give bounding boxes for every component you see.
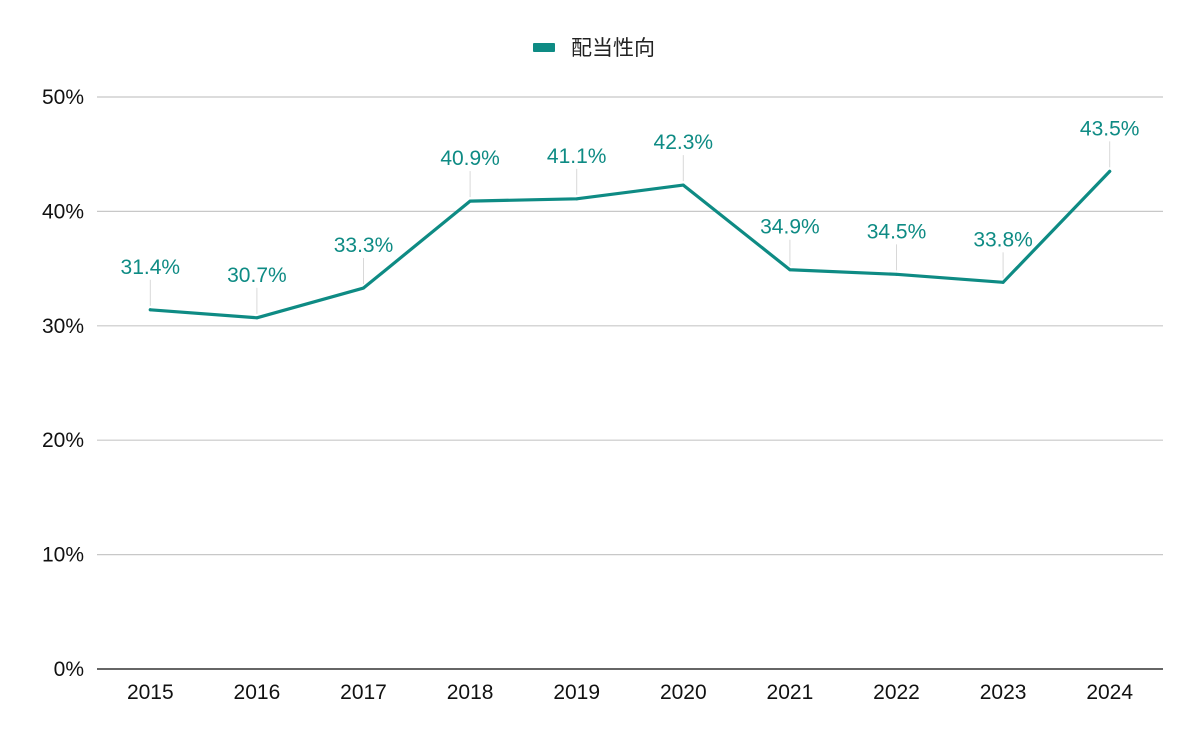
y-tick-label: 50% <box>42 86 84 109</box>
data-label: 40.9% <box>440 147 500 170</box>
label-leaders <box>149 141 1111 314</box>
data-label: 34.9% <box>760 216 820 239</box>
data-label: 31.4% <box>121 256 181 279</box>
data-label: 41.1% <box>547 145 607 168</box>
series-lines <box>148 169 1112 320</box>
data-labels: 31.4% 30.7% 33.3% 40.9% 41.1% 42.3% 34.9% 34.5%… <box>121 117 1140 286</box>
data-label: 33.3% <box>334 234 394 257</box>
x-tick-label: 2018 <box>447 681 494 704</box>
data-label: 34.5% <box>867 220 927 243</box>
x-tick-label: 2016 <box>234 681 281 704</box>
gridlines <box>97 96 1163 670</box>
x-tick-label: 2020 <box>660 681 707 704</box>
y-tick-label: 20% <box>42 429 84 452</box>
data-point <box>362 286 365 290</box>
x-axis-ticks: 2015 2016 2017 2018 2019 2020 2021 2022 2023 2024 <box>127 681 1133 704</box>
y-tick-label: 10% <box>42 544 84 567</box>
x-tick-label: 2023 <box>980 681 1027 704</box>
x-tick-label: 2024 <box>1086 681 1133 704</box>
data-point <box>148 308 152 312</box>
data-label: 43.5% <box>1080 117 1140 140</box>
data-point <box>681 183 685 187</box>
legend-label: 配当性向 <box>571 37 655 60</box>
legend-swatch <box>533 43 555 52</box>
data-point <box>788 268 792 272</box>
x-tick-label: 2017 <box>340 681 387 704</box>
data-label: 33.8% <box>973 228 1033 251</box>
data-point <box>575 197 579 201</box>
data-label: 42.3% <box>654 131 714 154</box>
series-line <box>148 169 1112 320</box>
data-point <box>895 272 898 276</box>
data-point <box>255 316 259 320</box>
legend: 配当性向 <box>533 37 655 60</box>
data-point <box>1108 169 1112 173</box>
y-tick-label: 0% <box>54 658 84 681</box>
data-label: 30.7% <box>227 264 287 287</box>
x-tick-label: 2019 <box>553 681 600 704</box>
x-tick-label: 2015 <box>127 681 174 704</box>
y-tick-label: 40% <box>42 200 84 223</box>
data-point <box>468 199 472 203</box>
x-tick-label: 2021 <box>767 681 814 704</box>
data-point <box>1001 280 1005 284</box>
y-tick-label: 30% <box>42 315 84 338</box>
x-tick-label: 2022 <box>873 681 920 704</box>
y-axis-ticks: 0% 10% 20% 30% 40% 50% <box>42 86 84 681</box>
